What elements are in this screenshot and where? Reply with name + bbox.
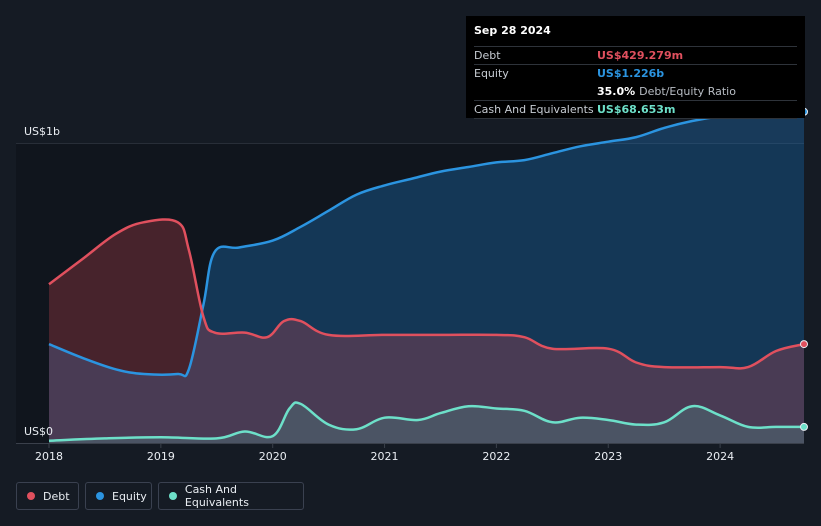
legend-equity-label: Equity: [112, 489, 147, 503]
tooltip-row-cash: Cash And Equivalents US$68.653m: [474, 100, 797, 119]
x-tick-label: 2019: [147, 450, 175, 463]
cash-line: [48, 401, 804, 442]
y-axis-top-label: US$1b: [24, 125, 60, 138]
tooltip-cash-label: Cash And Equivalents: [474, 103, 594, 116]
x-tick-label: 2018: [35, 450, 63, 463]
x-tick-label: 2020: [259, 450, 287, 463]
tooltip-date: Sep 28 2024: [474, 24, 551, 37]
x-tick-label: 2024: [706, 450, 734, 463]
tooltip-debt-value: US$429.279m: [597, 49, 684, 62]
debt-area: [49, 219, 804, 443]
equity-line: [48, 110, 805, 378]
equity-dot-icon: [96, 492, 104, 500]
series-lines: [48, 110, 805, 442]
plot-background: [16, 144, 804, 443]
y-axis-bottom-label: US$0: [24, 425, 53, 438]
x-tick-label: 2023: [594, 450, 622, 463]
debt-line: [48, 218, 805, 370]
cash-dot-icon: [169, 492, 177, 500]
tooltip-ratio-value: 35.0%: [597, 85, 636, 98]
cash-endpoint: [800, 422, 808, 431]
tooltip-panel: Sep 28 2024 Debt US$429.279m Equity US$1…: [466, 16, 805, 119]
tooltip-equity-label: Equity: [474, 67, 509, 80]
debt-dot-icon: [27, 492, 35, 500]
tooltip-equity-value: US$1.226b: [597, 67, 665, 80]
debt-endpoint: [800, 340, 808, 349]
legend-cash-label: Cash And Equivalents: [184, 483, 249, 509]
tooltip-row-equity: Equity US$1.226b: [474, 64, 797, 82]
x-axis-ticks: 2018 2019 2020 2021 2022 2023 2024: [35, 443, 734, 463]
tooltip-debt-label: Debt: [474, 49, 501, 62]
legend-debt-label: Debt: [43, 489, 70, 503]
tooltip-row-ratio: 35.0% Debt/Equity Ratio: [474, 82, 797, 100]
gridlines: [16, 143, 804, 444]
x-tick-label: 2022: [482, 450, 510, 463]
tooltip-cash-value: US$68.653m: [597, 103, 676, 116]
legend-item-equity[interactable]: Equity: [85, 482, 152, 510]
tooltip-ratio-spacer: [474, 83, 597, 100]
legend-item-debt[interactable]: Debt: [16, 482, 79, 510]
tooltip-ratio-label: Debt/Equity Ratio: [639, 85, 736, 98]
tooltip-row-debt: Debt US$429.279m: [474, 46, 797, 64]
x-tick-label: 2021: [371, 450, 399, 463]
equity-area: [49, 111, 804, 444]
legend-item-cash[interactable]: Cash And Equivalents: [158, 482, 304, 510]
